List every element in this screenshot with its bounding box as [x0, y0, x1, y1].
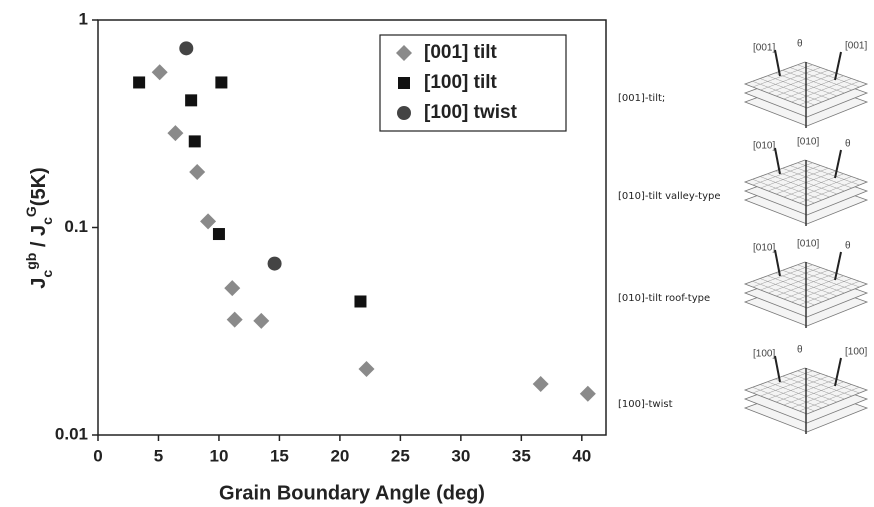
marker-square — [212, 228, 225, 241]
axis-stick — [834, 357, 842, 387]
marker-square — [185, 94, 198, 107]
marker-circle — [397, 106, 411, 120]
x-axis-label: Grain Boundary Angle (deg) — [219, 482, 485, 504]
x-tick-label: 0 — [93, 446, 102, 465]
x-tick-label: 25 — [391, 446, 410, 465]
marker-square — [188, 135, 201, 148]
x-tick-label: 20 — [330, 446, 349, 465]
grid — [797, 264, 860, 288]
marker-diamond — [532, 376, 549, 393]
marker-diamond — [396, 45, 412, 61]
panel-tag: θ — [797, 39, 803, 50]
axis-stick — [834, 251, 842, 281]
grid — [789, 373, 853, 397]
panel-tag: [100] — [753, 349, 775, 360]
grid — [783, 381, 844, 406]
marker-diamond — [226, 311, 243, 328]
panel-tag: θ — [845, 241, 851, 252]
grid — [783, 173, 844, 198]
y-label-part: G — [23, 206, 39, 217]
marker-square — [354, 295, 367, 308]
axis-stick — [774, 355, 781, 383]
panel-label: [001]-tilt; — [618, 93, 665, 104]
axis-stick — [834, 149, 842, 179]
grid — [799, 81, 860, 106]
grid — [791, 278, 852, 303]
y-tick-label: 0.01 — [55, 424, 88, 443]
y-label-part: (5K) — [28, 167, 50, 206]
marker-diamond — [579, 385, 596, 402]
axis-stick — [834, 51, 842, 81]
marker-diamond — [253, 312, 270, 329]
legend-box — [379, 34, 567, 132]
marker-circle — [179, 41, 194, 56]
panel-tag: [100] — [845, 347, 867, 358]
x-tick-label: 35 — [512, 446, 531, 465]
grid — [783, 275, 844, 300]
grid — [782, 270, 845, 294]
panel-tag: [010] — [797, 137, 819, 148]
panel-tag: [010] — [797, 239, 819, 250]
axis-stick — [774, 49, 781, 77]
grid — [789, 165, 853, 189]
panel-tag: [001] — [753, 43, 775, 54]
grid — [799, 281, 860, 306]
marker-diamond — [200, 213, 217, 230]
y-label-part: J — [28, 278, 50, 289]
panel-label: [010]-tilt roof-type — [618, 293, 710, 304]
marker-diamond — [358, 361, 375, 378]
panel-label: [100]-twist — [618, 399, 673, 410]
x-tick-label: 5 — [154, 446, 163, 465]
axis-stick — [774, 249, 781, 277]
marker-square — [133, 76, 146, 89]
marker-diamond — [151, 64, 168, 81]
grid — [791, 176, 852, 201]
legend-label: [100] tilt — [424, 72, 498, 93]
marker-diamond — [189, 164, 206, 181]
y-tick-label: 1 — [79, 9, 88, 28]
grid — [797, 162, 860, 186]
x-tick-label: 30 — [451, 446, 470, 465]
x-tick-label: 15 — [270, 446, 289, 465]
grid — [782, 168, 845, 192]
grid — [783, 75, 844, 100]
y-label-part: gb — [23, 253, 39, 270]
marker-diamond — [167, 125, 184, 142]
y-label-part: / J — [28, 225, 50, 253]
grid — [797, 370, 860, 394]
panel-tag: θ — [797, 345, 803, 356]
y-tick-label: 0.1 — [64, 217, 88, 236]
grid — [782, 376, 845, 400]
grid — [797, 64, 860, 88]
legend-label: [001] tilt — [424, 42, 498, 63]
y-label-part: c — [39, 270, 55, 278]
panel-label: [010]-tilt valley-type — [618, 191, 721, 202]
grid — [799, 387, 860, 412]
grid — [789, 67, 853, 91]
grid — [782, 70, 845, 94]
marker-square — [398, 77, 410, 89]
marker-diamond — [224, 280, 241, 297]
grid — [799, 179, 860, 204]
axis-stick — [774, 147, 781, 175]
x-tick-label: 40 — [572, 446, 591, 465]
panel-tag: [010] — [753, 141, 775, 152]
grid — [789, 267, 853, 291]
grid — [791, 78, 852, 103]
y-label-part: c — [39, 217, 55, 225]
grid — [791, 384, 852, 409]
x-tick-label: 10 — [209, 446, 228, 465]
marker-circle — [267, 256, 282, 271]
legend-label: [100] twist — [424, 102, 518, 123]
panel-tag: [010] — [753, 243, 775, 254]
marker-square — [215, 76, 228, 89]
panel-tag: θ — [845, 139, 851, 150]
panel-tag: [001] — [845, 41, 867, 52]
y-axis-label: Jcgb / JcG(5K) — [23, 167, 55, 288]
